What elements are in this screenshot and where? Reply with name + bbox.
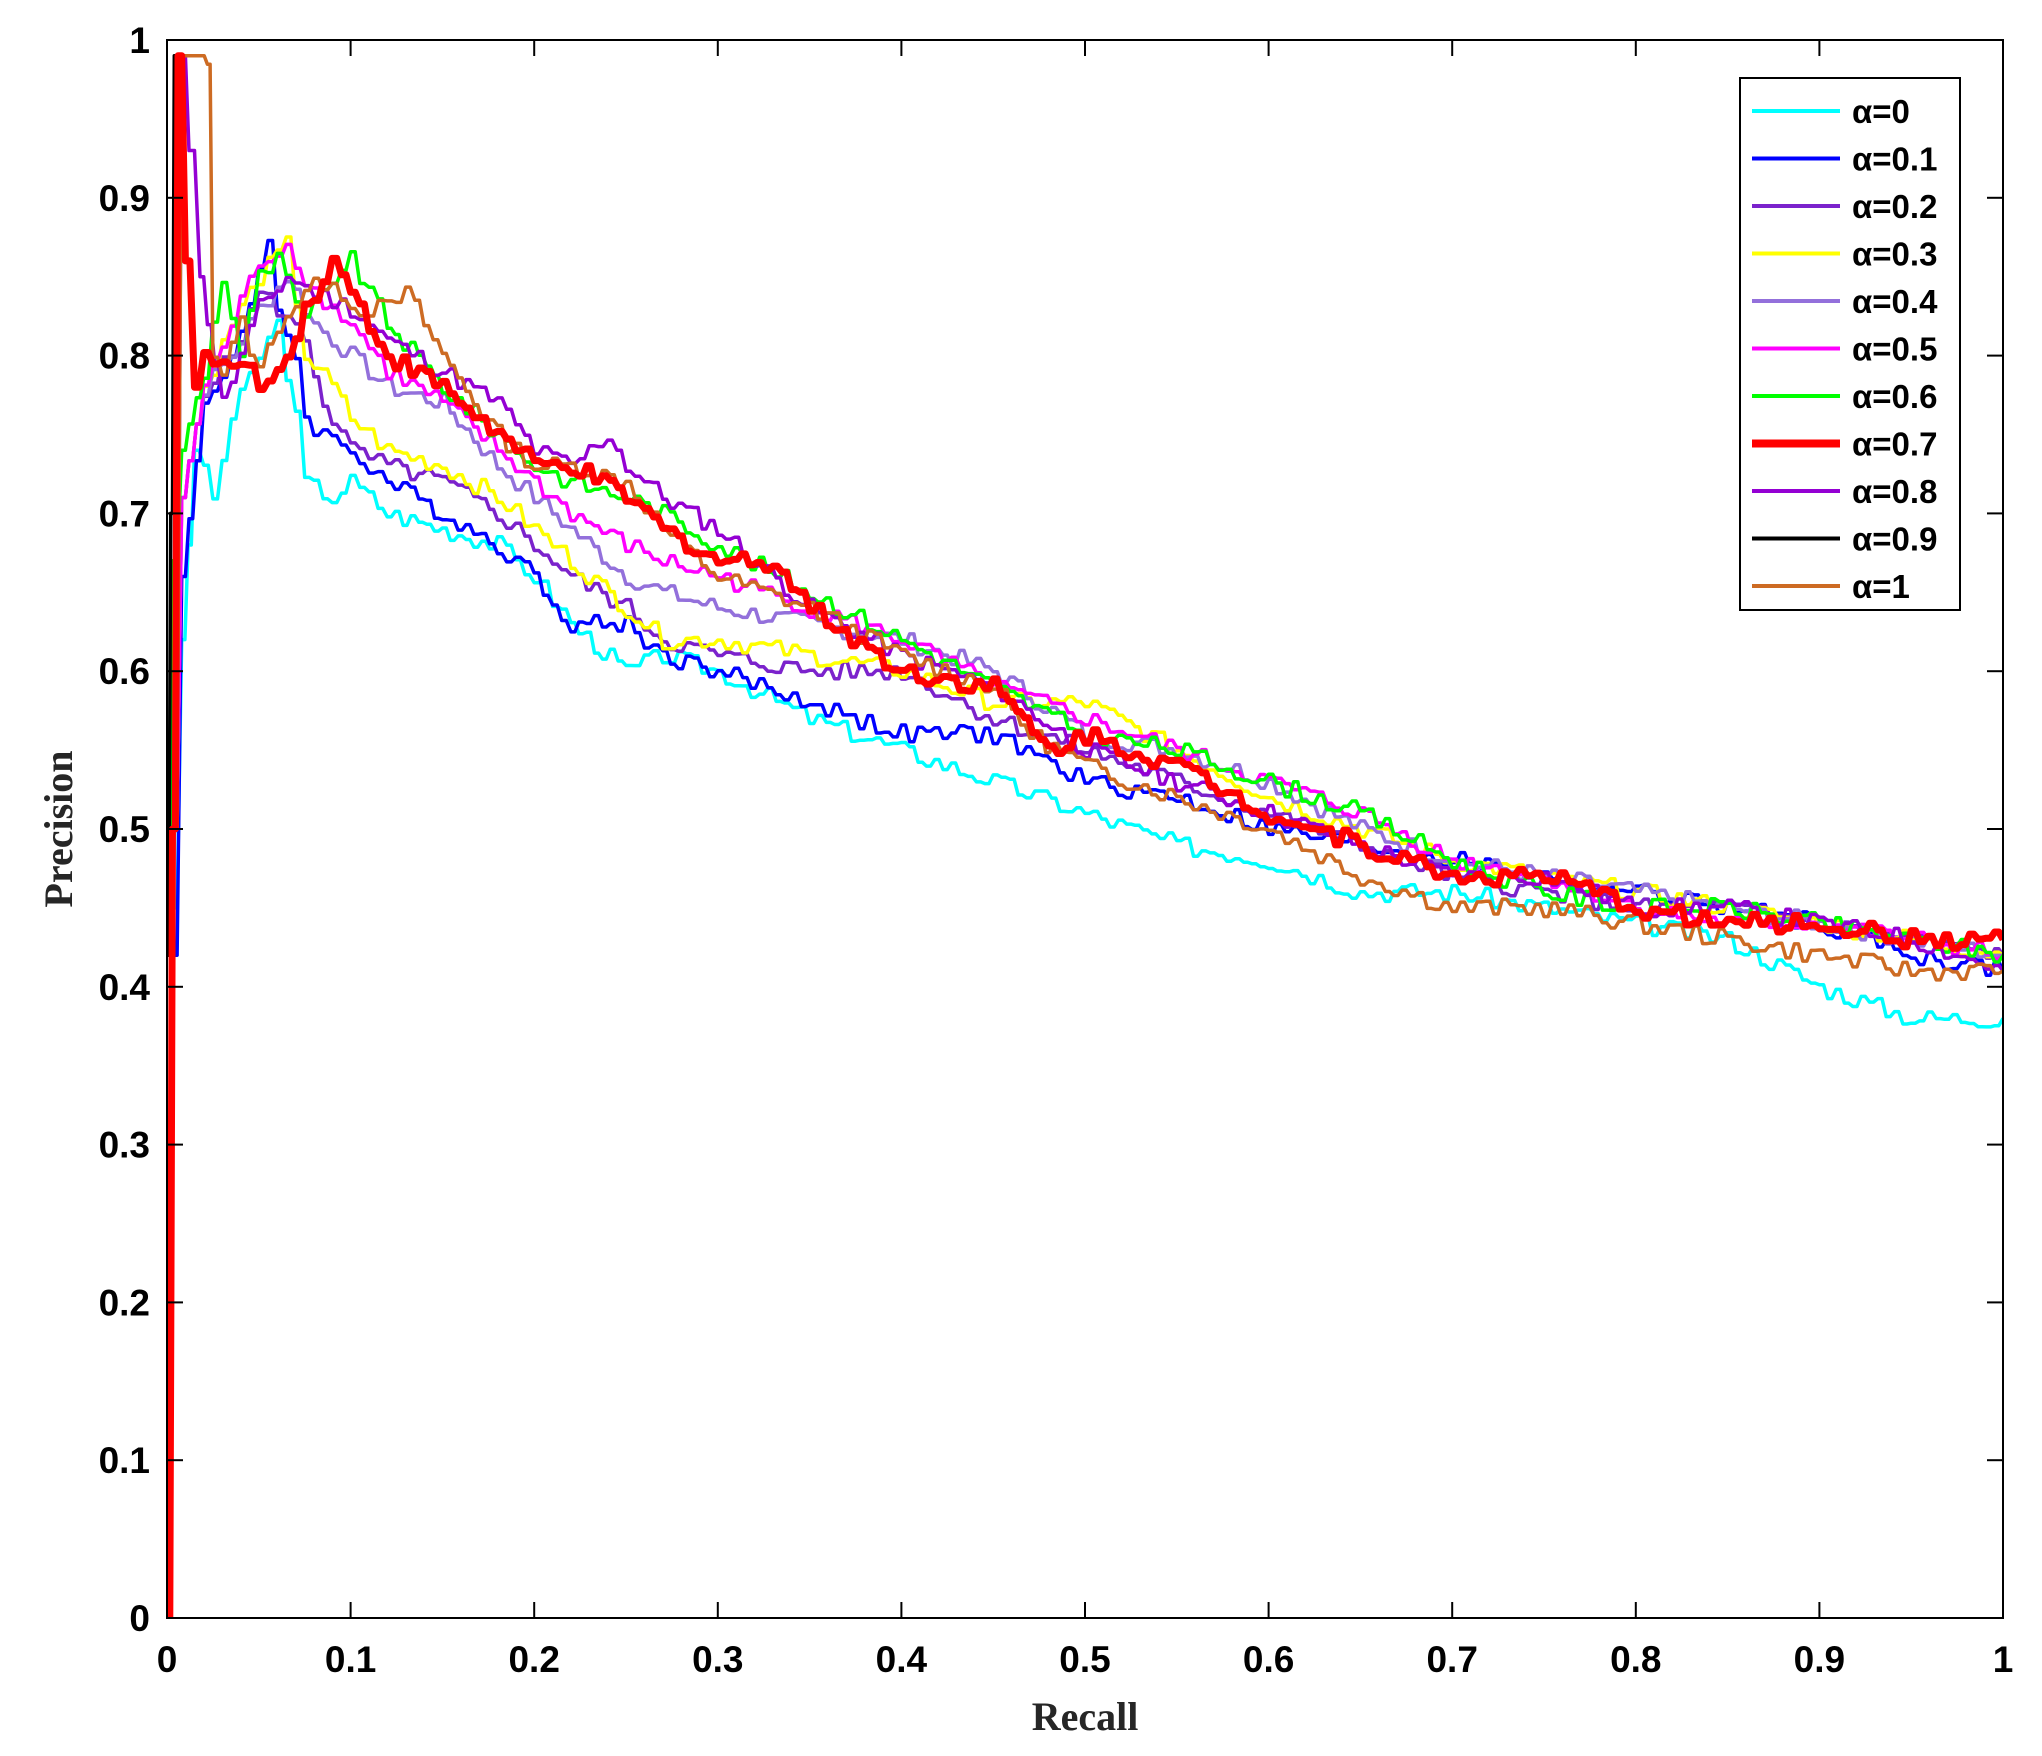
x-tick-label: 0.4 xyxy=(876,1639,928,1680)
legend-label: α=0.9 xyxy=(1852,521,1937,558)
series-line-3 xyxy=(167,235,2003,1618)
legend-label: α=0.4 xyxy=(1852,283,1938,320)
y-tick-label: 0.4 xyxy=(99,967,151,1008)
y-tick-label: 0.7 xyxy=(99,493,150,534)
series-line-7 xyxy=(167,52,2003,1618)
legend: α=0 α=0.1 α=0.2 α=0.3 α=0.4 α=0.5 α=0.6 α=0.7 α=… xyxy=(1739,77,1961,611)
plot-area xyxy=(167,40,2003,1618)
y-tick-label: 1 xyxy=(129,20,150,61)
x-tick-label: 0.7 xyxy=(1426,1639,1477,1680)
series-line-8 xyxy=(167,54,2003,1618)
y-axis-title: Precision xyxy=(36,750,81,907)
legend-label: α=0.8 xyxy=(1852,473,1937,510)
x-axis-title: Recall xyxy=(1032,1694,1139,1739)
x-tick-label: 0.2 xyxy=(508,1639,559,1680)
legend-label: α=0.6 xyxy=(1852,378,1937,415)
legend-label: α=0.2 xyxy=(1852,188,1937,225)
y-tick-label: 0.6 xyxy=(99,651,150,692)
series-layer xyxy=(167,52,2003,1618)
legend-label: α=0 xyxy=(1852,93,1910,130)
legend-label: α=0.1 xyxy=(1852,141,1937,178)
x-tick-label: 1 xyxy=(1993,1639,2014,1680)
legend-label: α=0.3 xyxy=(1852,236,1937,273)
y-tick-label: 0.2 xyxy=(99,1282,150,1323)
legend-label: α=0.7 xyxy=(1852,426,1937,463)
x-tick-label: 0.5 xyxy=(1059,1639,1110,1680)
y-tick-label: 0 xyxy=(129,1598,150,1639)
x-tick-label: 0.1 xyxy=(325,1639,376,1680)
x-tick-label: 0.9 xyxy=(1794,1639,1845,1680)
x-tick-label: 0.6 xyxy=(1243,1639,1294,1680)
y-tick-label: 0.8 xyxy=(99,336,150,377)
y-tick-label: 0.1 xyxy=(99,1440,150,1481)
legend-label: α=0.5 xyxy=(1852,331,1937,368)
legend-box xyxy=(1739,77,1961,611)
legend-label: α=1 xyxy=(1852,568,1910,605)
x-tick-label: 0.3 xyxy=(692,1639,743,1680)
y-tick-label: 0.5 xyxy=(99,809,150,850)
series-line-1 xyxy=(167,238,2003,1618)
x-tick-label: 0 xyxy=(157,1639,178,1680)
ticks-layer: 0 0.1 0.2 0.3 0.4 0.5 0.6 0.7 0.8 0.9 1 0 0.1 0.2 0.3 0… xyxy=(99,20,2014,1680)
x-tick-label: 0.8 xyxy=(1610,1639,1661,1680)
y-tick-label: 0.9 xyxy=(99,178,150,219)
y-tick-label: 0.3 xyxy=(99,1125,150,1166)
